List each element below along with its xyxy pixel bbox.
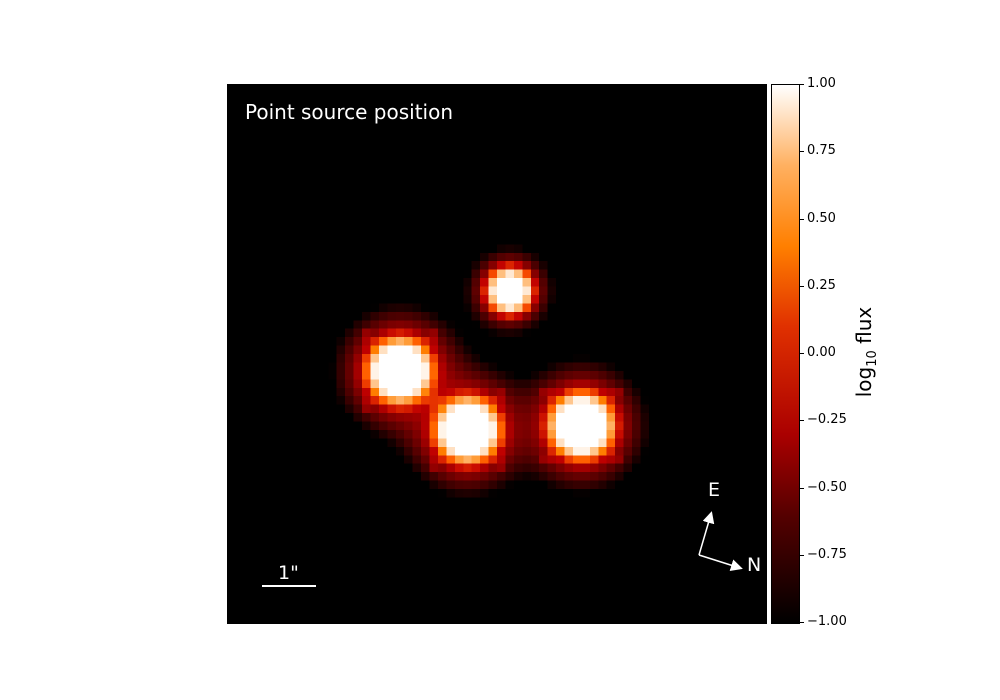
colorbar-tick-label: 0.00 [807, 345, 836, 360]
colorbar-tick-label: 0.75 [807, 143, 836, 158]
colorbar-tick-label: 1.00 [807, 76, 836, 91]
flux-heatmap [227, 84, 767, 624]
colorbar [771, 84, 800, 624]
colorbar-tick-label: −1.00 [807, 614, 847, 629]
compass-north-label: N [747, 554, 762, 576]
colorbar-tick-label: −0.50 [807, 480, 847, 495]
scale-bar [262, 585, 316, 587]
panel-title: Point source position [245, 100, 454, 124]
colorbar-label-suffix: flux [852, 306, 876, 351]
colorbar-tick-label: −0.25 [807, 412, 847, 427]
colorbar-tick-label: 0.25 [807, 278, 836, 293]
colorbar-tick-label: 0.50 [807, 211, 836, 226]
compass-east-label: E [708, 479, 721, 501]
colorbar-label: log10 flux [852, 307, 880, 398]
colorbar-label-main: log [852, 366, 876, 398]
colorbar-tick-label: −0.75 [807, 547, 847, 562]
colorbar-label-sub: 10 [865, 350, 880, 367]
scale-bar-label: 1" [278, 562, 299, 584]
flux-image-panel: Point source position 1" E N [227, 84, 767, 624]
